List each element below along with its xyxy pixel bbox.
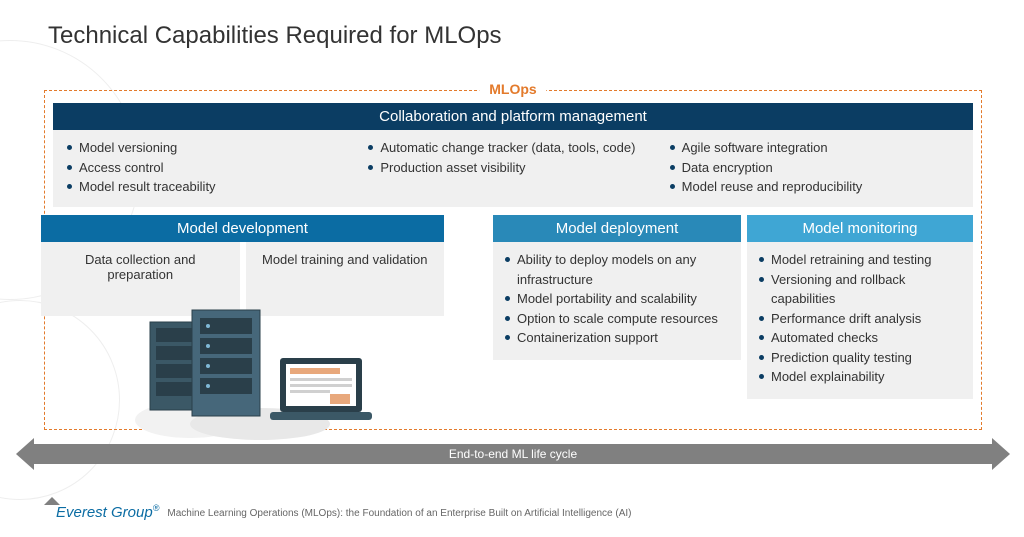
- list-item: Model reuse and reproducibility: [668, 177, 961, 197]
- collab-header: Collaboration and platform management: [53, 103, 973, 130]
- collab-col-2: Automatic change tracker (data, tools, c…: [366, 138, 659, 197]
- deploy-header: Model deployment: [493, 215, 741, 242]
- list-item: Versioning and rollback capabilities: [757, 270, 963, 309]
- deploy-block: Model deployment Ability to deploy model…: [493, 215, 741, 360]
- list-item: Model explainability: [757, 367, 963, 387]
- list-item: Automatic change tracker (data, tools, c…: [366, 138, 659, 158]
- logo-text: Everest Group: [56, 504, 153, 521]
- dev-block: Model development Data collection and pr…: [41, 215, 444, 316]
- list-item: Model portability and scalability: [503, 289, 731, 309]
- mlops-label: MLOps: [479, 81, 546, 97]
- dev-header: Model development: [41, 215, 444, 242]
- collab-col-1: Model versioning Access control Model re…: [65, 138, 358, 197]
- collab-block: Collaboration and platform management Mo…: [53, 103, 973, 207]
- monitor-body: Model retraining and testing Versioning …: [747, 242, 973, 399]
- monitor-header: Model monitoring: [747, 215, 973, 242]
- logo-reg: ®: [153, 503, 160, 513]
- footer: Everest Group® Machine Learning Operatio…: [44, 503, 632, 521]
- footer-subtitle: Machine Learning Operations (MLOps): the…: [167, 508, 631, 521]
- list-item: Performance drift analysis: [757, 309, 963, 329]
- list-item: Model retraining and testing: [757, 250, 963, 270]
- list-item: Data encryption: [668, 158, 961, 178]
- collab-col-3: Agile software integration Data encrypti…: [668, 138, 961, 197]
- list-item: Containerization support: [503, 328, 731, 348]
- dev-cell: Model training and validation: [246, 242, 445, 316]
- lifecycle-label: End-to-end ML life cycle: [449, 447, 577, 461]
- mlops-container: MLOps Collaboration and platform managem…: [44, 90, 982, 430]
- list-item: Agile software integration: [668, 138, 961, 158]
- dev-cell: Data collection and preparation: [41, 242, 240, 316]
- list-item: Ability to deploy models on any infrastr…: [503, 250, 731, 289]
- list-item: Access control: [65, 158, 358, 178]
- collab-body: Model versioning Access control Model re…: [53, 130, 973, 207]
- list-item: Production asset visibility: [366, 158, 659, 178]
- deploy-body: Ability to deploy models on any infrastr…: [493, 242, 741, 360]
- lifecycle-arrow: End-to-end ML life cycle: [34, 444, 992, 464]
- logo: Everest Group®: [44, 503, 159, 521]
- list-item: Option to scale compute resources: [503, 309, 731, 329]
- dev-body: Data collection and preparation Model tr…: [41, 242, 444, 316]
- list-item: Model versioning: [65, 138, 358, 158]
- monitor-block: Model monitoring Model retraining and te…: [747, 215, 973, 399]
- list-item: Automated checks: [757, 328, 963, 348]
- page-title: Technical Capabilities Required for MLOp…: [48, 22, 502, 50]
- list-item: Prediction quality testing: [757, 348, 963, 368]
- list-item: Model result traceability: [65, 177, 358, 197]
